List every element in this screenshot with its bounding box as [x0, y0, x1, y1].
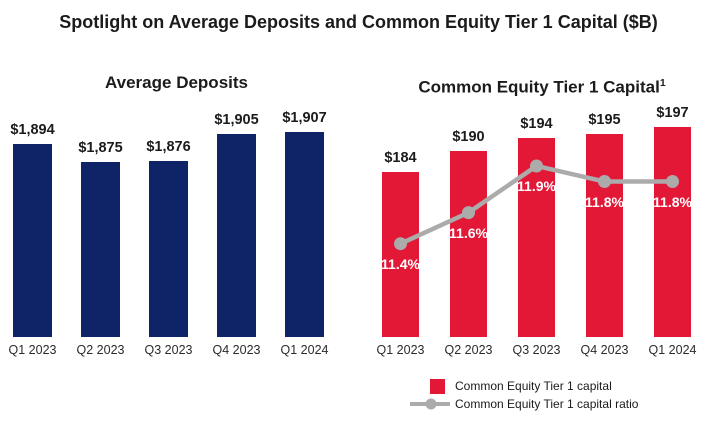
chart-title-text: Common Equity Tier 1 Capital — [418, 77, 660, 97]
legend-label: Common Equity Tier 1 capital ratio — [455, 397, 639, 411]
x-tick-label: Q1 2023 — [376, 343, 425, 357]
chart-title-text: Average Deposits — [105, 73, 248, 92]
bar-q4-2023 — [586, 134, 623, 337]
page-title: Spotlight on Average Deposits and Common… — [59, 12, 658, 32]
x-tick-label: Q4 2023 — [212, 343, 261, 357]
ratio-value-label: 11.6% — [449, 224, 488, 241]
bar-q3-2023 — [149, 161, 188, 337]
x-tick-label: Q3 2023 — [144, 343, 193, 357]
ratio-value-label: 11.9% — [517, 177, 556, 194]
bar-q1-2024 — [285, 132, 324, 337]
ratio-value-label: 11.8% — [585, 193, 624, 210]
bar-value-label: $194 — [520, 116, 553, 132]
line-dot-marker-icon — [410, 398, 450, 410]
bar-q2-2023 — [450, 151, 487, 337]
bar-q3-2023 — [518, 138, 555, 337]
bar-value-label: $1,894 — [10, 122, 55, 138]
ratio-value-label: 11.4% — [381, 255, 420, 272]
bar-value-label: $1,907 — [282, 110, 327, 126]
x-tick-label: Q3 2023 — [512, 343, 561, 357]
legend-marker-cell — [407, 398, 455, 410]
x-tick-label: Q1 2024 — [280, 343, 329, 357]
bar-q4-2023 — [217, 134, 256, 337]
bar-value-label: $195 — [588, 112, 621, 128]
average-deposits-chart-title: Average Deposits — [10, 72, 343, 94]
legend-label: Common Equity Tier 1 capital — [455, 379, 612, 393]
cet1-capital-plot: $184 Q1 2023 $190 Q2 2023 $194 Q3 2023 $195 Q4 … — [372, 96, 712, 357]
cet1-capital-chart: Common Equity Tier 1 Capital1 $184 Q1 202… — [372, 72, 712, 372]
ratio-value-label: 11.8% — [653, 193, 692, 210]
bar-q1-2024 — [654, 127, 691, 337]
legend-item-cet1-capital: Common Equity Tier 1 capital — [407, 377, 638, 395]
bar-value-label: $1,876 — [146, 139, 191, 155]
bar-value-label: $197 — [656, 105, 689, 121]
bar-q1-2023 — [382, 172, 419, 337]
average-deposits-plot: $1,894 Q1 2023 $1,875 Q2 2023 $1,876 Q3 2023 $… — [9, 96, 343, 357]
legend: Common Equity Tier 1 capital Common Equi… — [407, 377, 638, 413]
x-tick-label: Q4 2023 — [580, 343, 629, 357]
bar-value-label: $1,875 — [78, 140, 123, 156]
bar-value-label: $1,905 — [214, 112, 259, 128]
average-deposits-chart: Average Deposits $1,894 Q1 2023 $1,875 Q2 2… — [9, 72, 343, 372]
x-tick-label: Q1 2023 — [8, 343, 57, 357]
footnote-superscript: 1 — [659, 77, 666, 89]
x-tick-label: Q2 2023 — [76, 343, 125, 357]
x-tick-label: Q1 2024 — [648, 343, 697, 357]
bar-q1-2023 — [13, 144, 52, 337]
x-tick-label: Q2 2023 — [444, 343, 493, 357]
bar-value-label: $184 — [384, 150, 417, 166]
legend-item-cet1-capital-ratio: Common Equity Tier 1 capital ratio — [407, 395, 638, 413]
bar-q2-2023 — [81, 162, 120, 337]
bar-value-label: $190 — [452, 129, 485, 145]
cet1-capital-chart-title: Common Equity Tier 1 Capital1 — [372, 72, 712, 99]
cet1-capital-swatch-icon — [430, 378, 445, 394]
legend-marker-cell — [407, 378, 455, 394]
